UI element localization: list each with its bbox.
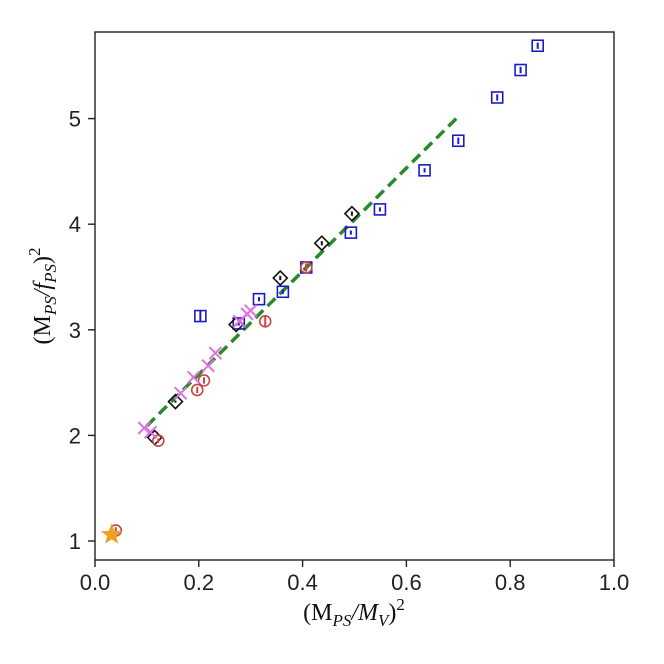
square-marker — [344, 226, 358, 239]
square-marker — [451, 134, 465, 148]
data-point-square — [418, 164, 431, 177]
fit-line-layer — [145, 115, 460, 428]
circle-marker — [190, 383, 204, 397]
x-tick-label: 0.8 — [495, 570, 526, 595]
y-axis-label-part: (M — [30, 315, 56, 344]
data-point-square — [531, 39, 545, 53]
x-axis-label-part: ) — [388, 600, 396, 626]
square-marker — [418, 164, 431, 177]
square-marker — [252, 292, 266, 306]
circle-marker — [152, 434, 165, 447]
x-axis-label-superscript: 2 — [396, 595, 405, 614]
data-point-square — [194, 309, 207, 323]
square-marker — [373, 203, 387, 216]
x-tick-label: 0.2 — [184, 570, 215, 595]
x-axis-label-part: /M — [349, 600, 380, 626]
diamond-marker — [343, 205, 361, 222]
data-point-square — [252, 292, 266, 306]
data-point-square — [490, 91, 504, 104]
x-tick-label: 0.6 — [391, 570, 422, 595]
y-axis-ticks: 1 2 3 4 5 — [69, 107, 95, 554]
data-point-circle — [258, 315, 272, 328]
y-axis-label-superscript: 2 — [25, 248, 44, 257]
data-point-square — [451, 134, 465, 148]
y-tick-label: 2 — [69, 423, 81, 448]
y-axis-label-subscript: PS — [41, 296, 60, 316]
circle-marker — [299, 261, 313, 274]
x-axis-label-part: (M — [303, 600, 332, 626]
x-tick-label: 0.4 — [287, 570, 318, 595]
x-tick-label: 1.0 — [599, 570, 630, 595]
square-marker — [490, 91, 504, 104]
y-axis-label-part: ) — [30, 256, 56, 264]
y-tick-label: 3 — [69, 318, 81, 343]
x-tick-label: 0.0 — [80, 570, 111, 595]
data-points-layer — [101, 39, 545, 544]
y-tick-label: 1 — [69, 529, 81, 554]
data-point-square — [514, 63, 527, 77]
data-point-diamond — [167, 393, 184, 410]
data-point-circle — [152, 434, 165, 447]
y-axis-label-part: /f — [30, 280, 56, 299]
x-marker-stroke — [243, 304, 258, 318]
square-marker — [194, 309, 207, 323]
data-point-circle — [299, 261, 313, 274]
y-axis-label-subscript: PS — [41, 264, 60, 284]
y-axis-label: (MPS/fPS)2 — [25, 248, 60, 345]
circle-marker — [258, 315, 272, 328]
x-marker-stroke — [137, 421, 152, 435]
x-marker-stroke — [143, 425, 158, 439]
data-point-x — [186, 370, 201, 385]
data-point-x — [143, 425, 158, 439]
y-tick-label: 5 — [69, 107, 81, 132]
data-point-circle — [190, 383, 204, 397]
x-marker-stroke — [208, 346, 223, 360]
data-point-square — [373, 203, 387, 216]
star-marker — [101, 523, 123, 544]
diamond-marker — [272, 269, 289, 287]
x-axis-label-subscript: PS — [331, 611, 351, 630]
data-point-diamond — [343, 205, 361, 222]
square-marker — [276, 285, 290, 299]
data-point-x — [201, 358, 215, 373]
data-point-diamond — [313, 235, 330, 252]
square-marker — [531, 39, 545, 53]
x-marker-stroke — [173, 386, 188, 400]
fit-line — [145, 115, 460, 428]
data-point-square — [276, 285, 290, 299]
plot-frame — [94, 31, 615, 561]
data-point-x — [137, 421, 152, 435]
data-point-diamond — [272, 269, 289, 287]
x-axis-label: (MPS/MV)2 — [303, 595, 405, 630]
x-marker-stroke — [201, 358, 215, 373]
data-point-star — [101, 523, 123, 544]
data-point-circle — [197, 374, 211, 387]
square-marker — [514, 63, 527, 77]
data-point-x — [208, 346, 223, 360]
x-axis-label-subscript: V — [378, 611, 391, 630]
data-point-x — [173, 386, 188, 400]
data-point-x — [243, 304, 258, 318]
diamond-marker — [167, 393, 184, 410]
x-marker-stroke — [186, 370, 201, 385]
x-axis-ticks: 0.0 0.2 0.4 0.6 0.8 1.0 — [80, 560, 630, 595]
data-point-square — [344, 226, 358, 239]
circle-marker — [197, 374, 211, 387]
y-tick-label: 4 — [69, 212, 81, 237]
diamond-marker — [313, 235, 330, 252]
